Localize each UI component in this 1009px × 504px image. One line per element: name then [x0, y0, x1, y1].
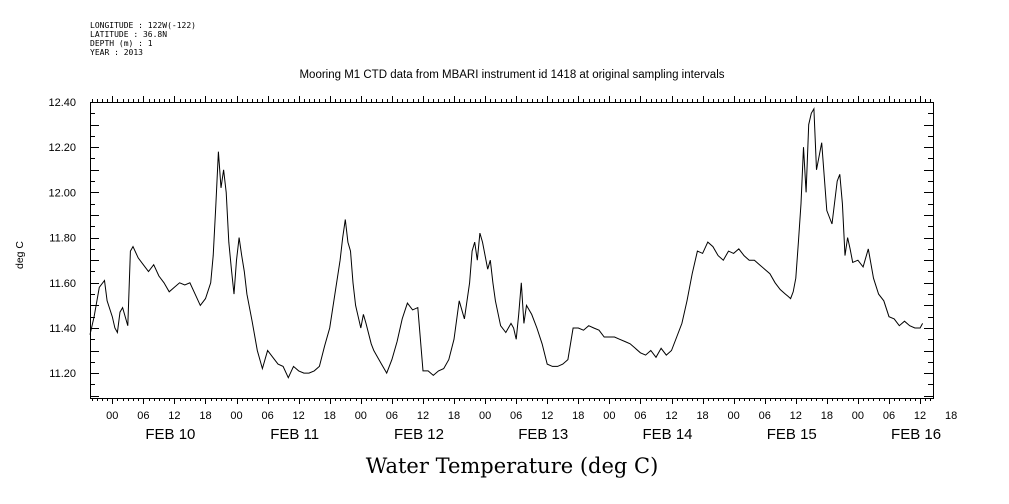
- x-hour-tick-label: 00: [106, 410, 118, 422]
- x-hour-tick-label: 06: [759, 410, 771, 422]
- x-hour-tick-label: 18: [199, 410, 211, 422]
- x-hour-tick-label: 12: [417, 410, 429, 422]
- y-tick-label: 12.20: [48, 142, 76, 154]
- chart-title: Mooring M1 CTD data from MBARI instrumen…: [299, 69, 725, 81]
- y-tick-label: 11.20: [49, 368, 76, 380]
- x-hour-tick-label: 18: [324, 410, 336, 422]
- y-tick-label: 12.40: [48, 97, 76, 109]
- x-day-tick-label: FEB 11: [270, 426, 319, 443]
- depth-text: DEPTH (m) : 1: [90, 39, 153, 48]
- x-hour-tick-label: 18: [696, 410, 708, 422]
- x-day-tick-label: FEB 10: [145, 426, 195, 443]
- x-hour-tick-label: 12: [293, 410, 305, 422]
- y-tick-label: 12.00: [48, 187, 76, 199]
- x-hour-tick-label: 00: [603, 410, 615, 422]
- plot-frame: [90, 102, 934, 399]
- x-hour-tick-label: 06: [634, 410, 646, 422]
- x-hour-tick-label: 12: [914, 410, 926, 422]
- x-hour-tick-label: 06: [261, 410, 273, 422]
- y-tick-label: 11.60: [49, 278, 76, 290]
- temperature-series-line: [89, 107, 924, 379]
- x-axis-label: Water Temperature (deg C): [365, 454, 659, 478]
- axis-ticks: [90, 96, 933, 404]
- x-day-tick-label: FEB 12: [394, 426, 444, 443]
- x-hour-tick-label: 06: [510, 410, 522, 422]
- x-hour-tick-label: 00: [230, 410, 242, 422]
- x-day-tick-label: FEB 14: [642, 426, 692, 443]
- x-hour-tick-label: 12: [541, 410, 553, 422]
- x-hour-tick-label: 18: [821, 410, 833, 422]
- x-hour-tick-label: 06: [386, 410, 398, 422]
- x-hour-tick-label: 00: [852, 410, 864, 422]
- x-hour-tick-label: 06: [137, 410, 149, 422]
- x-hour-tick-label: 12: [665, 410, 677, 422]
- x-hour-tick-label: 18: [572, 410, 584, 422]
- x-hour-tick-label: 18: [945, 410, 957, 422]
- axis-tick-labels: 00 06 12 18 00 06 12 18 00 06 12 18 00 06 12 18 00 06 12 18…: [48, 97, 957, 443]
- y-tick-label: 11.40: [49, 323, 76, 335]
- x-day-tick-label: FEB 15: [767, 426, 817, 443]
- latitude-text: LATITUDE : 36.8N: [90, 30, 168, 39]
- longitude-text: LONGITUDE : 122W(-122): [90, 21, 196, 30]
- x-hour-tick-label: 12: [790, 410, 802, 422]
- x-hour-tick-label: 00: [355, 410, 367, 422]
- x-hour-tick-label: 06: [883, 410, 895, 422]
- y-tick-label: 11.80: [49, 233, 76, 245]
- x-day-tick-label: FEB 13: [518, 426, 568, 443]
- x-hour-tick-label: 00: [728, 410, 740, 422]
- year-text: YEAR : 2013: [90, 48, 143, 57]
- x-hour-tick-label: 00: [479, 410, 491, 422]
- x-hour-tick-label: 18: [448, 410, 460, 422]
- x-hour-tick-label: 12: [168, 410, 180, 422]
- x-day-tick-label: FEB 16: [891, 426, 941, 443]
- metadata-block: LONGITUDE : 122W(-122) LATITUDE : 36.8N …: [90, 21, 196, 57]
